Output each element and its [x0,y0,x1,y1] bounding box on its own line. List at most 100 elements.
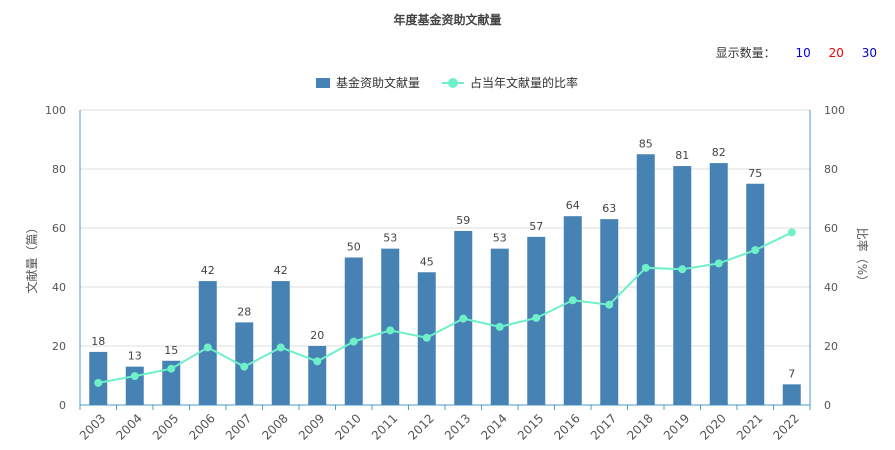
x-tick-label: 2006 [186,411,217,442]
y-axis-title-left: 文献量（篇） [24,221,39,293]
y-tick-label-left: 40 [52,281,66,294]
x-tick-label: 2004 [113,411,144,442]
ratio-point [787,228,796,237]
bar-data-label: 63 [602,202,616,215]
ratio-point [641,263,650,272]
bar-data-label: 7 [788,367,795,380]
bar-data-label: 13 [128,350,142,363]
ratio-point [386,326,395,335]
bar [746,183,765,405]
x-tick-label: 2015 [515,411,546,442]
bar-data-label: 57 [529,220,543,233]
bar [162,360,181,405]
y-tick-label-right: 40 [824,281,838,294]
bar-data-label: 53 [383,232,397,245]
y-tick-label-left: 20 [52,340,66,353]
bar [709,163,728,405]
y-tick-label-right: 100 [824,104,845,117]
ratio-point [203,343,212,352]
ratio-point [94,378,103,387]
bar-data-label: 81 [675,149,689,162]
legend-line-label: 占当年文献量的比率 [470,76,579,90]
chart-title: 年度基金资助文献量 [393,13,502,27]
x-tick-label: 2007 [223,411,254,442]
y-tick-label-left: 60 [52,222,66,235]
bar-data-label: 42 [274,264,288,277]
x-tick-label: 2019 [661,411,692,442]
x-tick-label: 2013 [442,411,473,442]
x-tick-label: 2022 [770,411,801,442]
ratio-line [98,231,793,384]
bar-data-label: 28 [237,305,251,318]
bar-data-label: 53 [493,232,507,245]
bar-data-label: 75 [748,167,762,180]
ratio-point [459,314,468,323]
legend-item-line-series[interactable]: 占当年文献量的比率 [442,74,578,91]
bar [198,281,217,405]
x-tick-label: 2010 [332,411,363,442]
display-count-selector: 显示数量： 10 20 30 [716,44,877,61]
bar [673,166,692,405]
bar-data-label: 59 [456,214,470,227]
ratio-point [276,343,285,352]
bar-data-label: 50 [347,241,361,254]
y-tick-label-right: 80 [824,163,838,176]
x-tick-label: 2011 [369,411,400,442]
x-tick-label: 2005 [150,411,181,442]
ratio-point [495,322,504,331]
legend-bar-label: 基金资助文献量 [336,76,421,90]
bar-data-label: 20 [310,329,324,342]
x-tick-label: 2008 [259,411,290,442]
x-tick-label: 2020 [697,411,728,442]
ratio-point [678,265,687,274]
bar-data-label: 15 [164,344,178,357]
x-tick-label: 2016 [551,411,582,442]
ratio-point [349,337,358,346]
x-tick-label: 2009 [296,411,327,442]
x-tick-label: 2003 [77,411,108,442]
y-tick-label-right: 60 [824,222,838,235]
ratio-point [313,357,322,366]
legend-line-swatch [442,77,465,88]
x-tick-label: 2017 [588,411,619,442]
x-tick-label: 2014 [478,411,509,442]
chart-legend: 基金资助文献量 占当年文献量的比率 [316,74,600,91]
bar [563,216,582,405]
x-tick-label: 2021 [734,411,765,442]
y-tick-label-left: 80 [52,163,66,176]
bar [600,219,619,405]
ratio-point [167,364,176,373]
legend-bar-swatch [316,77,330,88]
bar [89,351,108,405]
ratio-point [568,296,577,305]
bar-data-label: 82 [712,146,726,159]
ratio-point [240,362,249,371]
y-tick-label-right: 0 [824,399,831,412]
bar-data-label: 85 [639,137,653,150]
bar [271,281,290,405]
ratio-point [605,300,614,309]
y-tick-label-right: 20 [824,340,838,353]
bar [308,346,327,405]
display-count-label: 显示数量： [715,46,776,60]
bar-data-label: 42 [201,264,215,277]
bar-data-label: 45 [420,255,434,268]
y-axis-title-right: 比率（%） [855,228,870,287]
bar [636,154,655,405]
ratio-point [714,259,723,268]
ratio-point [751,246,760,255]
display-count-option-20[interactable]: 20 [828,46,844,60]
legend-item-bar-series[interactable]: 基金资助文献量 [316,74,420,91]
bar [344,257,363,405]
bar-data-label: 18 [91,335,105,348]
y-tick-label-left: 100 [45,104,66,117]
ratio-point [422,333,431,342]
display-count-option-30[interactable]: 30 [861,46,877,60]
x-tick-label: 2012 [405,411,436,442]
ratio-point [130,372,139,381]
bar [782,384,801,405]
bar-data-label: 64 [566,199,580,212]
display-count-option-10[interactable]: 10 [795,46,811,60]
ratio-point [532,313,541,322]
